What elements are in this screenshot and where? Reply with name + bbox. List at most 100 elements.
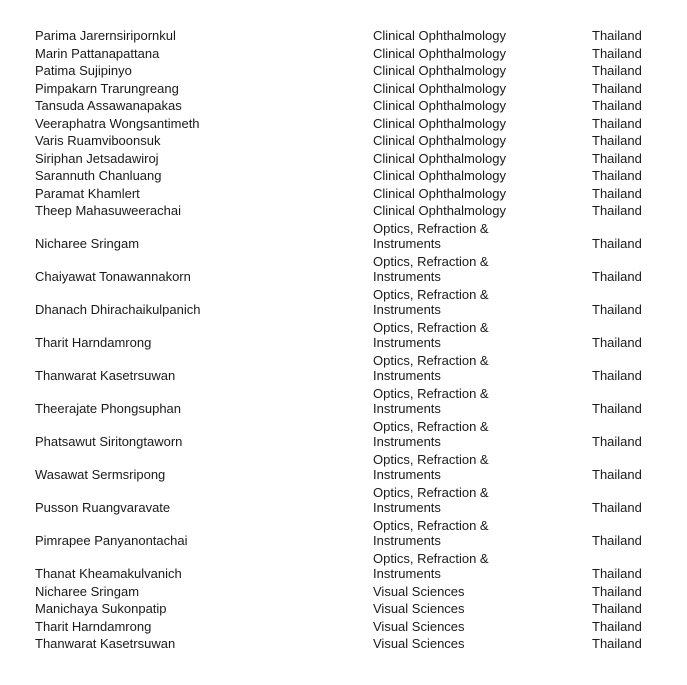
researchers-table: Parima Jarernsiripornkul Clinical Ophtha… <box>35 27 687 653</box>
table-row: Tharit Harndamrong Optics, Refraction & … <box>35 319 687 352</box>
subject-area: Optics, Refraction & Instruments <box>373 418 489 450</box>
country: Thailand <box>592 63 642 78</box>
country: Thailand <box>592 28 642 43</box>
researcher-name: Veeraphatra Wongsantimeth <box>35 115 200 131</box>
subject-area: Clinical Ophthalmology <box>373 185 506 201</box>
table-row: Pusson Ruangvaravate Optics, Refraction … <box>35 484 687 517</box>
country: Thailand <box>592 185 642 201</box>
subject-area: Optics, Refraction & Instruments <box>373 352 489 384</box>
subject-area: Clinical Ophthalmology <box>373 63 506 78</box>
subject-area: Visual Sciences <box>373 618 465 634</box>
researcher-name: Chaiyawat Tonawannakorn <box>35 269 191 284</box>
subject-area: Visual Sciences <box>373 583 465 599</box>
subject-area: Clinical Ophthalmology <box>373 150 506 166</box>
subject-area: Clinical Ophthalmology <box>373 203 506 218</box>
subject-area: Optics, Refraction & Instruments <box>373 484 489 516</box>
researcher-name: Manichaya Sukonpatip <box>35 601 167 616</box>
researcher-name: Pimrapee Panyanontachai <box>35 533 188 548</box>
country: Thailand <box>592 601 642 616</box>
subject-area: Optics, Refraction & Instruments <box>373 385 489 417</box>
table-row: Paramat Khamlert Clinical Ophthalmology … <box>35 185 687 203</box>
researcher-name: Tansuda Assawanapakas <box>35 98 182 113</box>
country: Thailand <box>592 168 642 183</box>
subject-area: Optics, Refraction & Instruments <box>373 451 489 483</box>
researcher-name: Marin Pattanapattana <box>35 45 160 61</box>
table-row: Nicharee Sringam Visual Sciences Thailan… <box>35 583 687 601</box>
country: Thailand <box>592 269 642 284</box>
researcher-name: Theerajate Phongsuphan <box>35 401 182 416</box>
subject-area: Visual Sciences <box>373 601 465 616</box>
table-row: Siriphan Jetsadawiroj Clinical Ophthalmo… <box>35 150 687 168</box>
researcher-name: Theep Mahasuweerachai <box>35 203 181 218</box>
researcher-name: Wasawat Sermsripong <box>35 467 166 482</box>
researcher-name: Parima Jarernsiripornkul <box>35 28 176 43</box>
subject-area: Optics, Refraction & Instruments <box>373 550 489 582</box>
table-row: Tharit Harndamrong Visual Sciences Thail… <box>35 618 687 636</box>
table-row: Patima Sujipinyo Clinical Ophthalmology … <box>35 62 687 80</box>
subject-area: Clinical Ophthalmology <box>373 168 506 183</box>
researcher-name: Varis Ruamviboonsuk <box>35 133 161 148</box>
table-row: Thanat Kheamakulvanich Optics, Refractio… <box>35 550 687 583</box>
subject-area: Optics, Refraction & Instruments <box>373 286 489 318</box>
researcher-name: Pusson Ruangvaravate <box>35 500 171 515</box>
researcher-name: Nicharee Sringam <box>35 583 140 599</box>
table-row: Pimpakarn Trarungreang Clinical Ophthalm… <box>35 80 687 98</box>
researcher-name: Sarannuth Chanluang <box>35 168 162 183</box>
subject-area: Clinical Ophthalmology <box>373 45 506 61</box>
country: Thailand <box>592 533 642 548</box>
table-row: Marin Pattanapattana Clinical Ophthalmol… <box>35 45 687 63</box>
country: Thailand <box>592 98 642 113</box>
country: Thailand <box>592 80 642 96</box>
table-row: Theep Mahasuweerachai Clinical Ophthalmo… <box>35 202 687 220</box>
subject-area: Clinical Ophthalmology <box>373 115 506 131</box>
researcher-name: Siriphan Jetsadawiroj <box>35 150 159 166</box>
table-row: Nicharee Sringam Optics, Refraction & In… <box>35 220 687 253</box>
table-row: Chaiyawat Tonawannakorn Optics, Refracti… <box>35 253 687 286</box>
researchers-table-body: Parima Jarernsiripornkul Clinical Ophtha… <box>35 27 687 653</box>
researcher-name: Pimpakarn Trarungreang <box>35 80 179 96</box>
researcher-name: Tharit Harndamrong <box>35 618 152 634</box>
country: Thailand <box>592 618 642 634</box>
researcher-name: Thanwarat Kasetrsuwan <box>35 368 176 383</box>
country: Thailand <box>592 335 642 350</box>
subject-area: Clinical Ophthalmology <box>373 80 506 96</box>
table-row: Tansuda Assawanapakas Clinical Ophthalmo… <box>35 97 687 115</box>
table-row: Wasawat Sermsripong Optics, Refraction &… <box>35 451 687 484</box>
subject-area: Optics, Refraction & Instruments <box>373 253 489 285</box>
country: Thailand <box>592 500 642 515</box>
table-row: Thanwarat Kasetrsuwan Optics, Refraction… <box>35 352 687 385</box>
country: Thailand <box>592 236 642 251</box>
researcher-name: Tharit Harndamrong <box>35 335 152 350</box>
researcher-name: Patima Sujipinyo <box>35 63 132 78</box>
country: Thailand <box>592 368 642 383</box>
researcher-name: Thanwarat Kasetrsuwan <box>35 636 176 651</box>
table-row: Varis Ruamviboonsuk Clinical Ophthalmolo… <box>35 132 687 150</box>
subject-area: Clinical Ophthalmology <box>373 98 506 113</box>
country: Thailand <box>592 401 642 416</box>
subject-area: Clinical Ophthalmology <box>373 133 506 148</box>
subject-area: Optics, Refraction & Instruments <box>373 319 489 351</box>
table-row: Thanwarat Kasetrsuwan Visual Sciences Th… <box>35 635 687 653</box>
researcher-name: Paramat Khamlert <box>35 185 140 201</box>
country: Thailand <box>592 150 642 166</box>
country: Thailand <box>592 115 642 131</box>
country: Thailand <box>592 566 642 581</box>
table-row: Manichaya Sukonpatip Visual Sciences Tha… <box>35 600 687 618</box>
table-row: Pimrapee Panyanontachai Optics, Refracti… <box>35 517 687 550</box>
table-row: Sarannuth Chanluang Clinical Ophthalmolo… <box>35 167 687 185</box>
country: Thailand <box>592 45 642 61</box>
subject-area: Optics, Refraction & Instruments <box>373 517 489 549</box>
researcher-name: Dhanach Dhirachaikulpanich <box>35 302 201 317</box>
country: Thailand <box>592 636 642 651</box>
table-row: Phatsawut Siritongtaworn Optics, Refract… <box>35 418 687 451</box>
subject-area: Visual Sciences <box>373 636 465 651</box>
table-row: Dhanach Dhirachaikulpanich Optics, Refra… <box>35 286 687 319</box>
subject-area: Clinical Ophthalmology <box>373 28 506 43</box>
researcher-name: Thanat Kheamakulvanich <box>35 566 182 581</box>
table-row: Parima Jarernsiripornkul Clinical Ophtha… <box>35 27 687 45</box>
table-row: Veeraphatra Wongsantimeth Clinical Ophth… <box>35 115 687 133</box>
country: Thailand <box>592 302 642 317</box>
country: Thailand <box>592 467 642 482</box>
researcher-name: Nicharee Sringam <box>35 236 140 251</box>
